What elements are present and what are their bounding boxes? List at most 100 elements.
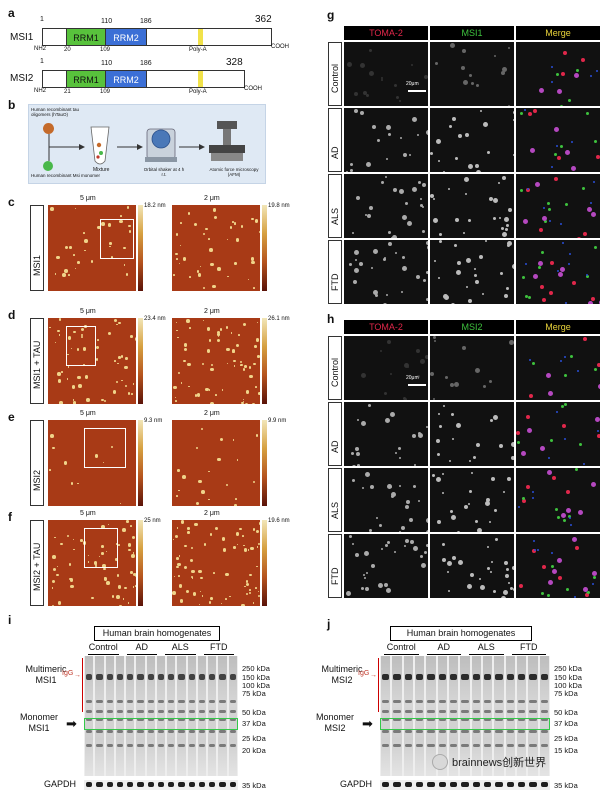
watermark: brainnews创新世界	[432, 752, 546, 772]
height-scale-bar	[262, 205, 267, 291]
msi1-polya-region	[198, 29, 203, 45]
ihc-row-label: Control	[330, 357, 340, 387]
kda-marker: 150 kDa	[242, 673, 270, 682]
ihc-image	[344, 534, 428, 598]
msi1-rrm1-domain: RRM1	[66, 28, 106, 46]
panel-f-label: f	[8, 510, 12, 524]
workflow-schematic: Human recombinant tau oligomers (hTauO) …	[28, 104, 266, 184]
height-max-label: 18.2 nm	[144, 203, 166, 209]
ihc-image	[344, 42, 428, 106]
ihc-row-label: ALS	[330, 501, 340, 519]
ihc-image	[516, 174, 600, 238]
kda-marker: 50 kDa	[242, 708, 266, 717]
ihc-header-2: Merge	[516, 320, 600, 334]
zoom-region-box	[100, 219, 134, 259]
ihc-header-1: MSI2	[430, 320, 514, 334]
watermark-text: brainnews创新世界	[452, 757, 547, 769]
scale-2um-c: 2 μm	[204, 195, 220, 202]
msi2-polya-label: Poly-A	[189, 89, 207, 95]
panel-j-label: j	[327, 617, 331, 631]
monomer-highlight-box	[380, 718, 550, 730]
multimeric-label: Multimeric MSI2	[321, 664, 363, 685]
height-max-label: 23.4 nm	[144, 316, 166, 322]
ihc-row-label-box: FTD	[328, 534, 342, 598]
gapdh-label: GAPDH	[340, 779, 373, 789]
wb-group-label: ALS	[171, 642, 189, 652]
ihc-image	[344, 336, 428, 400]
kda-marker: 25 kDa	[242, 734, 266, 743]
ihc-image	[430, 240, 514, 304]
panel-h-label: h	[327, 312, 335, 326]
height-max-label: 19.8 nm	[268, 203, 290, 209]
wb-group-line	[203, 654, 234, 655]
afm-image	[48, 205, 136, 291]
monomer-arrow-icon: ➡	[362, 716, 373, 731]
afm-image	[172, 318, 260, 404]
recombinant-msi-label: Human recombinant Msi monomer	[31, 173, 101, 178]
msi2-pos186: 186	[140, 60, 152, 67]
afm-row-label-box: MSI1 + TAU	[30, 318, 44, 404]
mixture-label: Mixture	[93, 167, 110, 173]
wb-title: Human brain homogenates	[390, 626, 532, 641]
multimeric-bracket	[378, 658, 379, 712]
afm-label: Atomic force microscopy (AFM)	[209, 167, 259, 177]
ihc-image	[430, 468, 514, 532]
height-scale-bar	[138, 205, 143, 291]
kda-marker: 15 kDa	[554, 746, 578, 755]
ihc-image	[430, 42, 514, 106]
height-scale-bar	[138, 420, 143, 506]
wb-group-line	[511, 654, 546, 655]
gapdh-label: GAPDH	[44, 779, 77, 789]
wb-blot-image	[380, 656, 550, 776]
height-scale-bar	[262, 520, 267, 606]
wb-blot-image	[84, 656, 238, 776]
kda-marker: 75 kDa	[554, 689, 578, 698]
kda-marker: 50 kDa	[554, 708, 578, 717]
panel-d-label: d	[8, 308, 16, 322]
gapdh-blot	[84, 780, 238, 790]
msi2-pos110: 110	[101, 60, 113, 67]
igg-label: IgG	[358, 670, 370, 677]
msi2-label: MSI2	[10, 73, 34, 84]
kda-marker-gapdh: 35 kDa	[554, 781, 578, 790]
ihc-image	[516, 402, 600, 466]
wb-group-label: Control	[88, 642, 118, 652]
igg-label: IgG	[62, 670, 74, 677]
panel-c-label: c	[8, 195, 15, 209]
scale-2um-f: 2 μm	[204, 510, 220, 517]
msi1-pos110: 110	[101, 18, 113, 25]
kda-marker: 100 kDa	[242, 681, 270, 690]
wb-group-label: AD	[135, 642, 148, 652]
height-scale-bar	[262, 318, 267, 404]
wechat-icon	[432, 754, 448, 770]
msi2-polya-region	[198, 71, 203, 87]
ihc-header-1: MSI1	[430, 26, 514, 40]
wb-group-line	[469, 654, 504, 655]
wb-group-line	[126, 654, 157, 655]
ihc-row-label: ALS	[330, 207, 340, 225]
height-scale-bar	[138, 318, 143, 404]
msi1-label: MSI1	[10, 32, 34, 43]
ihc-row-label: FTD	[330, 273, 340, 292]
kda-marker: 250 kDa	[554, 664, 582, 673]
wb-group-label: ALS	[477, 642, 495, 652]
scale-2um-e: 2 μm	[204, 410, 220, 417]
ihc-scale-bar	[408, 90, 426, 92]
panel-a-label: a	[8, 6, 15, 20]
monomer-label: Monomer MSI1	[19, 712, 58, 733]
msi1-rrm2-domain: RRM2	[105, 28, 147, 46]
ihc-image	[516, 468, 600, 532]
afm-image	[172, 520, 260, 606]
ihc-image	[516, 108, 600, 172]
afm-image	[48, 318, 136, 404]
wb-group-label: FTD	[520, 642, 538, 652]
height-max-label: 26.1 nm	[268, 316, 290, 322]
kda-marker: 100 kDa	[554, 681, 582, 690]
igg-arrow-icon: →	[370, 672, 377, 679]
zoom-region-box	[66, 326, 96, 366]
height-max-label: 19.6 nm	[268, 518, 290, 524]
ihc-row-label-box: ALS	[328, 174, 342, 238]
afm-row-label: MSI2 + TAU	[32, 542, 42, 591]
shaker-label: Orbital shaker at 4 h r.t.	[143, 167, 185, 177]
afm-row-label-box: MSI1	[30, 205, 44, 291]
